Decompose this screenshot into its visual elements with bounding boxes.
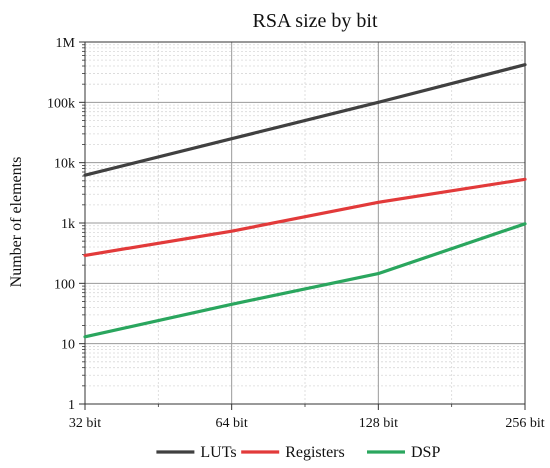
x-tick-label: 256 bit xyxy=(505,416,544,431)
y-tick-label: 10 xyxy=(61,338,75,353)
legend-label-luts: LUTs xyxy=(200,444,236,461)
x-tick-label: 32 bit xyxy=(69,416,101,431)
y-tick-label: 1k xyxy=(61,217,75,232)
series-line-registers xyxy=(83,177,527,257)
y-ticks: 1 10 100 1k 10k 100k 1M xyxy=(47,36,85,413)
x-ticks: 32 bit 64 bit 128 bit 256 bit xyxy=(69,404,545,431)
series-line-dsp xyxy=(83,222,527,339)
legend-label-dsp: DSP xyxy=(411,444,440,461)
legend: LUTs Registers DSP xyxy=(156,444,440,461)
y-tick-label: 100k xyxy=(47,96,75,111)
series-line-luts xyxy=(83,63,527,177)
x-tick-label: 128 bit xyxy=(359,416,398,431)
y-tick-label: 1M xyxy=(56,36,76,51)
y-tick-label: 10k xyxy=(54,157,75,172)
chart-title: RSA size by bit xyxy=(252,10,377,32)
legend-label-registers: Registers xyxy=(285,444,345,461)
y-tick-label: 100 xyxy=(54,277,75,292)
y-tick-label: 1 xyxy=(68,398,75,413)
y-axis-label: Number of elements xyxy=(8,157,25,288)
series-lines xyxy=(83,63,527,339)
minor-grid xyxy=(85,42,525,404)
x-tick-label: 64 bit xyxy=(216,416,248,431)
